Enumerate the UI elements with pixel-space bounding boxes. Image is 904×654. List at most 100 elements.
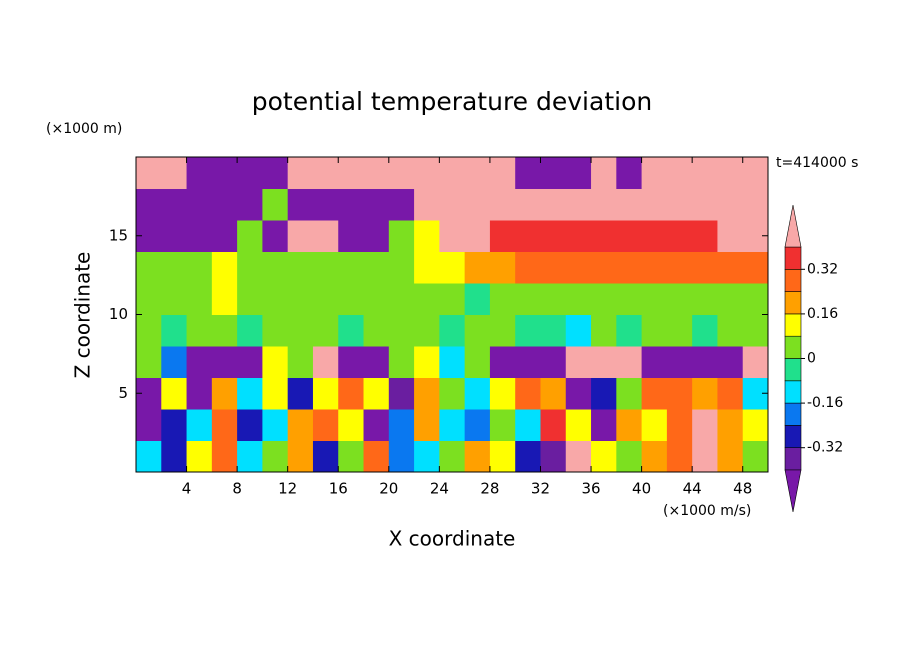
field-cell [692,188,718,221]
field-cell [237,346,263,378]
field-cell [591,409,617,441]
field-cell [666,377,693,410]
field-cell [237,314,263,347]
field-cell [262,283,289,315]
field-cell [565,440,592,473]
y-tick-label: 10 [109,305,128,323]
field-cell [136,251,162,284]
x-tick-label: 48 [733,480,752,498]
field-cell [666,220,693,252]
field-cell [515,283,541,315]
field-cell [540,409,567,441]
field-cell [262,251,289,284]
field-cell [136,188,162,221]
field-cell [666,251,693,284]
field-cell [211,346,238,378]
field-cell [565,157,592,189]
field-cell [388,220,415,252]
field-cell [464,283,491,315]
field-cell [591,188,617,221]
field-cell [565,346,592,378]
field-cell [717,346,744,378]
field-cell [237,377,263,410]
field-cell [161,409,188,441]
field-cell [237,409,263,441]
y-tick-label: 15 [109,226,128,244]
field-cell [237,283,263,315]
field-cell [237,251,263,284]
field-cell [742,251,769,284]
field-cell [666,157,693,189]
field-cell [439,377,466,410]
field-cell [515,314,541,347]
field-cell [692,157,718,189]
field-cell [211,220,238,252]
field-cell [388,283,415,315]
field-cell [338,251,365,284]
field-cell [742,283,769,315]
field-cell [287,251,314,284]
field-cell [414,188,440,221]
field-cell [161,188,188,221]
field-cell [565,220,592,252]
field-cell [717,157,744,189]
colorbar-box [784,425,802,448]
field-cell [161,346,188,378]
field-cell [287,157,314,189]
field-cell [439,220,466,252]
x-tick-label: 24 [430,480,449,498]
field-cell [338,346,365,378]
field-cell [287,220,314,252]
field-cell [363,409,390,441]
field-cell [616,377,643,410]
field-cell [312,188,339,221]
field-cell [464,346,491,378]
field-cell [692,283,718,315]
colorbar-box [784,380,802,404]
field-cell [641,283,668,315]
field-cell [616,220,643,252]
field-cell [692,377,718,410]
y-axis-label: Z coordinate [71,252,95,379]
field-cell [161,314,188,347]
field-cell [363,220,390,252]
field-cell [287,440,314,473]
field-cell [717,220,744,252]
field-cell [186,188,213,221]
colorbar-bottom-triangle [784,469,802,513]
field-cell [414,283,440,315]
x-tick-label: 20 [379,480,398,498]
field-cell [591,346,617,378]
field-cell [692,251,718,284]
field-cell [338,157,365,189]
field-cell [616,346,643,378]
field-cell [540,314,567,347]
field-cell [211,314,238,347]
field-cell [489,377,516,410]
field-cell [591,440,617,473]
field-cell [641,314,668,347]
x-tick-label: 28 [480,480,499,498]
field-cell [515,188,541,221]
field-cell [388,409,415,441]
field-cell [262,346,289,378]
field-cell [641,440,668,473]
field-cell [388,157,415,189]
field-cell [287,409,314,441]
field-cell [666,346,693,378]
field-cell [363,283,390,315]
field-cell [439,409,466,441]
field-cell [540,283,567,315]
colorbar-box [784,268,802,292]
field-cell [186,251,213,284]
y-tick-label: 5 [118,384,128,402]
field-cell [717,409,744,441]
field-cell [186,220,213,252]
field-cell [591,220,617,252]
field-cell [186,409,213,441]
field-cell [616,251,643,284]
field-cell [262,440,289,473]
field-cell [161,157,188,189]
field-cell [591,157,617,189]
